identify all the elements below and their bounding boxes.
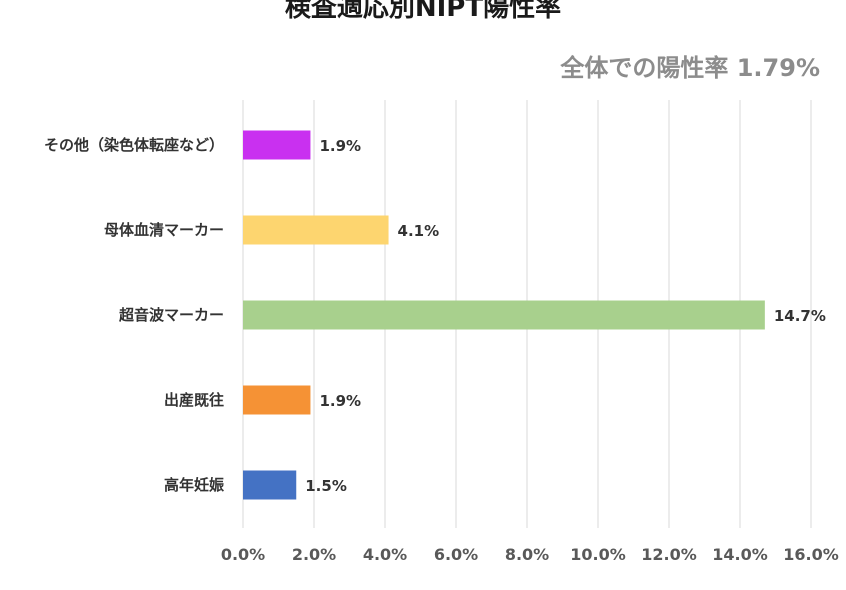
x-tick-label: 2.0% <box>292 545 336 564</box>
x-tick-label: 16.0% <box>783 545 839 564</box>
x-tick-label: 14.0% <box>712 545 768 564</box>
value-labels: 1.9% 4.1% 14.7% 1.9% 1.5% <box>305 137 826 495</box>
value-label: 1.9% <box>319 392 361 410</box>
value-label: 14.7% <box>774 307 826 325</box>
bar <box>243 300 765 330</box>
x-tick-label: 6.0% <box>434 545 478 564</box>
value-label: 1.9% <box>319 137 361 155</box>
chart-subtitle: 全体での陽性率 1.79% <box>560 54 820 82</box>
bar <box>243 215 389 245</box>
x-tick-label: 4.0% <box>363 545 407 564</box>
value-label: 1.5% <box>305 477 347 495</box>
x-tick-label: 12.0% <box>641 545 697 564</box>
category-label: 超音波マーカー <box>118 306 224 324</box>
category-label: その他（染色体転座など） <box>44 136 224 154</box>
x-tick-labels: 0.0% 2.0% 4.0% 6.0% 8.0% 10.0% 12.0% 14.0% 16.0% <box>221 545 839 564</box>
category-label: 高年妊娠 <box>164 476 225 494</box>
bar <box>243 385 311 415</box>
x-tick-label: 8.0% <box>505 545 549 564</box>
category-label: 出産既往 <box>164 391 224 409</box>
x-tick-label: 0.0% <box>221 545 265 564</box>
category-label: 母体血清マーカー <box>104 221 224 239</box>
bar <box>243 130 311 160</box>
x-tick-label: 10.0% <box>570 545 626 564</box>
chart-title: 検査適応別NIPT陽性率 <box>284 0 562 23</box>
value-label: 4.1% <box>398 222 440 240</box>
bar <box>243 470 297 500</box>
bars <box>243 130 765 500</box>
